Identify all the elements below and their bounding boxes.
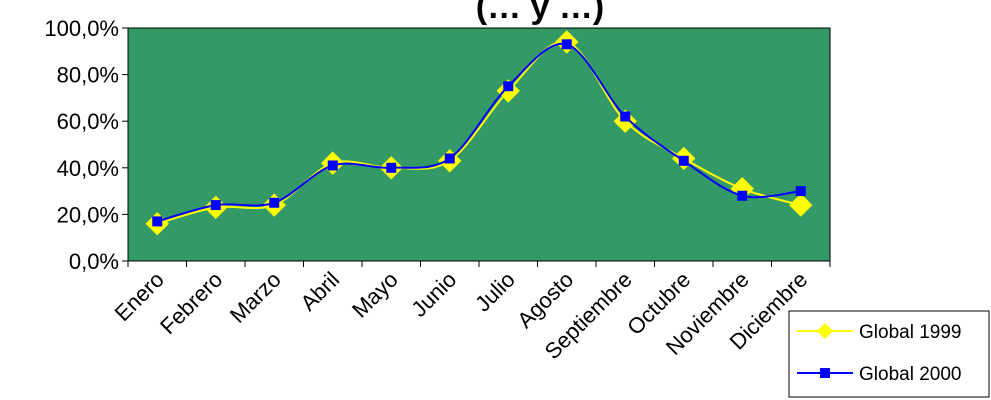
legend-label: Global 2000 [859, 364, 961, 385]
chart-title: (… y …) [476, 0, 604, 26]
x-tick-label: Febrero [155, 267, 227, 339]
data-point-square [503, 81, 514, 92]
legend-label: Global 1999 [859, 322, 961, 343]
data-point-square [620, 111, 631, 122]
data-point-square [269, 197, 280, 208]
y-tick-label: 100,0% [44, 16, 119, 41]
y-tick-label: 0,0% [69, 249, 119, 274]
data-point-square [386, 162, 397, 173]
y-tick-label: 40,0% [57, 156, 119, 181]
series-2 [152, 39, 806, 227]
data-point-square [327, 160, 338, 171]
legend: Global 1999 Global 2000 [788, 310, 990, 398]
x-tick-label: Marzo [225, 267, 286, 328]
data-point-diamond [789, 193, 813, 217]
data-point-square [444, 153, 455, 164]
y-tick-label: 60,0% [57, 109, 119, 134]
data-point-square [210, 200, 221, 211]
data-point-square [561, 39, 572, 50]
x-tick-label: Mayo [347, 267, 403, 323]
x-tick-label: Junio [406, 267, 461, 322]
x-tick-label: Julio [470, 267, 520, 317]
data-point-square [678, 155, 689, 166]
legend-marker-diamond [817, 323, 833, 339]
data-point-square [737, 190, 748, 201]
data-point-square [152, 216, 163, 227]
plot-area [127, 27, 831, 262]
y-tick-label: 80,0% [57, 63, 119, 88]
legend-box [788, 310, 990, 398]
series-layer [145, 30, 813, 236]
data-point-square [795, 186, 806, 197]
y-tick-label: 20,0% [57, 202, 119, 227]
legend-marker-square [820, 368, 830, 378]
x-tick-label: Abril [295, 267, 344, 316]
